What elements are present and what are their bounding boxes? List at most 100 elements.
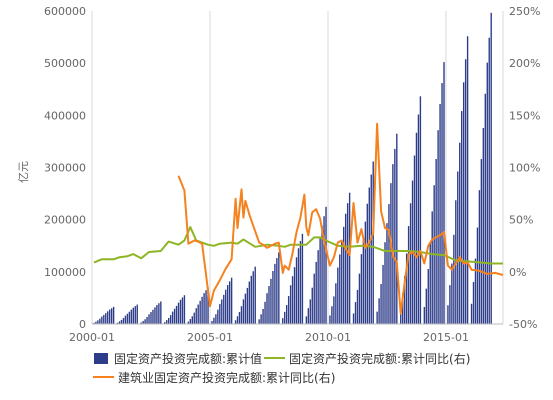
x-tick-label: 2010-01 <box>305 331 351 344</box>
bar <box>457 171 459 324</box>
bar <box>315 261 317 324</box>
bar <box>490 12 492 324</box>
bar <box>268 286 270 324</box>
bar <box>461 111 463 324</box>
bar <box>390 183 392 324</box>
bar <box>287 296 290 324</box>
bar <box>366 203 369 324</box>
bar <box>447 305 449 324</box>
bar <box>225 289 227 324</box>
bar <box>272 270 274 324</box>
bar <box>246 287 249 324</box>
bar <box>419 96 422 324</box>
bar <box>191 316 193 324</box>
bar <box>164 322 166 324</box>
bar <box>341 241 343 324</box>
bar <box>313 273 315 324</box>
bar <box>158 303 160 324</box>
bar <box>128 311 131 324</box>
bar <box>132 307 134 324</box>
bar <box>177 302 180 324</box>
bar-series-cumulative-value <box>93 12 492 325</box>
right-tick-label: 200% <box>509 57 540 70</box>
bar <box>388 204 390 324</box>
right-tick-label: 0% <box>509 266 526 279</box>
bar <box>282 318 284 324</box>
bar <box>217 309 219 324</box>
bar <box>169 315 172 324</box>
bar <box>339 254 341 324</box>
bar <box>386 223 388 324</box>
bar <box>425 288 428 324</box>
bar <box>337 267 339 324</box>
bar <box>417 114 420 325</box>
bar <box>160 301 162 324</box>
bar <box>101 316 103 324</box>
bar <box>154 307 156 324</box>
bar <box>156 305 158 324</box>
bar <box>118 321 121 324</box>
legend-item-bar: 固定资产投资完成额:累计值 <box>94 351 262 366</box>
bar <box>396 133 398 324</box>
bar <box>108 309 111 324</box>
bar <box>392 164 394 324</box>
bar <box>223 294 225 324</box>
bar <box>248 281 251 324</box>
bar <box>124 315 127 324</box>
bar <box>166 320 168 324</box>
bar <box>307 308 310 324</box>
bar <box>285 305 288 324</box>
bar <box>242 299 245 324</box>
left-axis-label: 亿元 <box>17 161 30 183</box>
bar <box>97 320 99 324</box>
bar <box>333 296 335 324</box>
bar <box>183 295 186 324</box>
bar <box>451 263 453 324</box>
bar <box>437 130 439 324</box>
bar <box>197 304 199 324</box>
bar <box>400 309 402 324</box>
bar <box>409 203 412 324</box>
bar <box>240 306 243 324</box>
legend-label-orange-line: 建筑业固定资产投资完成额:累计同比(右) <box>118 370 335 385</box>
bar <box>226 285 229 324</box>
bar <box>407 226 410 324</box>
bar <box>213 317 215 324</box>
bar <box>293 267 296 324</box>
bar <box>289 285 292 324</box>
left-tick-label: 200000 <box>44 214 86 227</box>
bar <box>262 308 264 324</box>
bar <box>435 159 437 324</box>
bar <box>95 321 97 324</box>
bar <box>384 242 386 324</box>
bar <box>234 320 237 324</box>
bar <box>179 299 182 324</box>
bar <box>171 311 174 324</box>
bar <box>221 299 223 324</box>
bar <box>372 161 374 324</box>
bar <box>402 293 404 324</box>
bar <box>462 82 465 324</box>
bar <box>211 320 213 324</box>
bar <box>266 293 268 324</box>
bar <box>449 285 451 324</box>
bar <box>130 309 133 324</box>
bar <box>344 213 347 324</box>
bar <box>323 216 325 324</box>
bar <box>167 317 170 324</box>
left-tick-label: 400000 <box>44 109 86 122</box>
bar <box>317 250 319 324</box>
bar <box>122 317 125 324</box>
bar <box>413 155 416 324</box>
legend-swatch-bar <box>94 353 108 364</box>
bar <box>405 253 408 324</box>
bar <box>144 319 146 324</box>
bar <box>464 59 467 325</box>
bar <box>148 314 150 324</box>
bar <box>278 252 280 324</box>
bar <box>291 276 294 324</box>
right-tick-label: -50% <box>509 318 537 331</box>
bar <box>415 132 418 324</box>
bar <box>205 290 207 324</box>
